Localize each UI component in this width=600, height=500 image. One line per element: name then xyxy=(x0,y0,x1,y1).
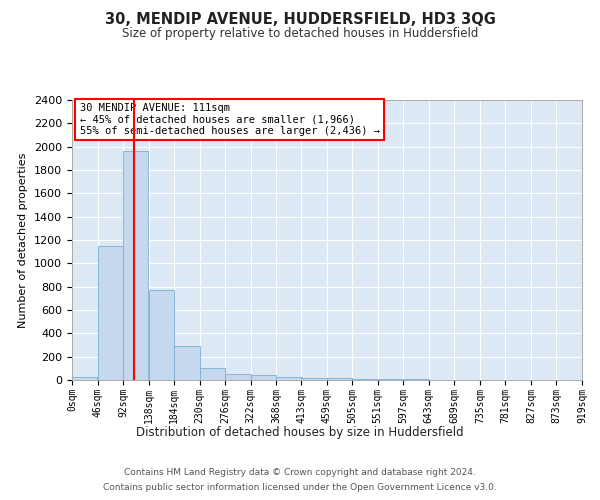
Text: Contains public sector information licensed under the Open Government Licence v3: Contains public sector information licen… xyxy=(103,483,497,492)
Bar xyxy=(149,290,174,380)
Bar xyxy=(98,246,123,380)
Y-axis label: Number of detached properties: Number of detached properties xyxy=(19,152,28,328)
Bar xyxy=(277,376,302,380)
Bar xyxy=(174,346,199,380)
Text: 30, MENDIP AVENUE, HUDDERSFIELD, HD3 3QG: 30, MENDIP AVENUE, HUDDERSFIELD, HD3 3QG xyxy=(104,12,496,28)
Text: 30 MENDIP AVENUE: 111sqm
← 45% of detached houses are smaller (1,966)
55% of sem: 30 MENDIP AVENUE: 111sqm ← 45% of detach… xyxy=(80,103,380,136)
Bar xyxy=(327,378,352,380)
Bar xyxy=(226,374,251,380)
Bar xyxy=(200,368,225,380)
Text: Distribution of detached houses by size in Huddersfield: Distribution of detached houses by size … xyxy=(136,426,464,439)
Bar xyxy=(301,378,326,380)
Text: Contains HM Land Registry data © Crown copyright and database right 2024.: Contains HM Land Registry data © Crown c… xyxy=(124,468,476,477)
Bar xyxy=(352,379,377,380)
Bar xyxy=(123,150,148,380)
Bar xyxy=(251,375,276,380)
Bar xyxy=(72,376,97,380)
Text: Size of property relative to detached houses in Huddersfield: Size of property relative to detached ho… xyxy=(122,28,478,40)
